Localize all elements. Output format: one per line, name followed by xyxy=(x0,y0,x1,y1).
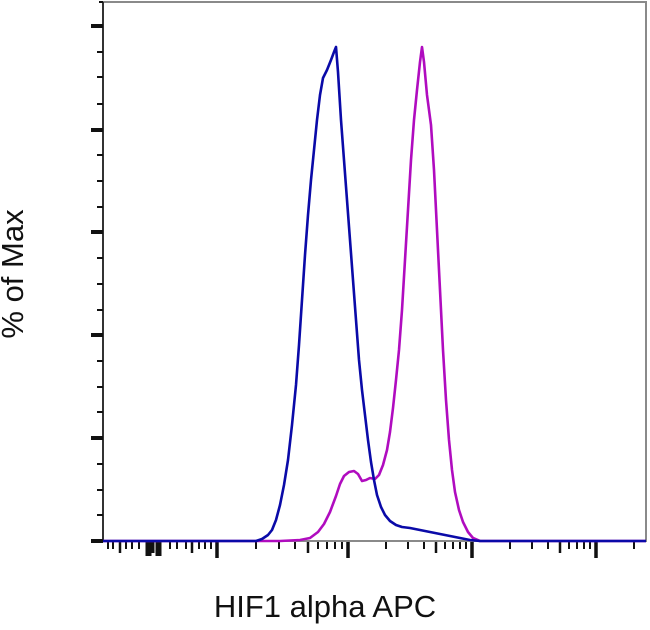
plot-frame xyxy=(102,1,647,542)
series-stained-line xyxy=(103,45,646,543)
y-axis-label: % of Max xyxy=(0,209,30,338)
y-axis-ticks xyxy=(91,1,103,543)
series-control-line xyxy=(103,45,646,543)
x-axis-ticks xyxy=(107,542,635,558)
x-axis-label: HIF1 alpha APC xyxy=(213,589,437,624)
